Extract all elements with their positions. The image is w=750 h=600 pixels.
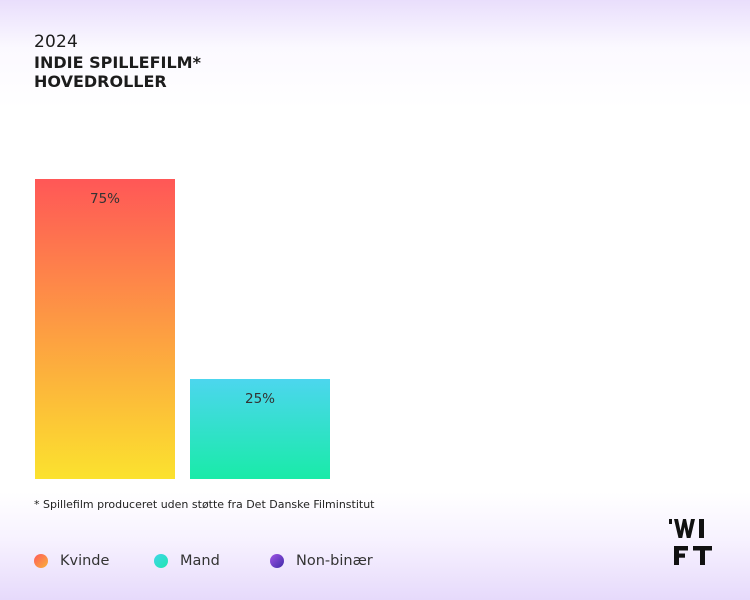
chart-title-line-2: HOVEDROLLER [34,72,167,91]
legend-item-kvinde: Kvinde [34,553,154,569]
legend-label-non-binaer: Non-binær [296,553,373,569]
legend-label-kvinde: Kvinde [60,553,110,569]
bar-mand [190,379,330,479]
legend-dot-mand [154,554,168,568]
footnote: * Spillefilm produceret uden støtte fra … [34,498,375,511]
bar-label-mand: 25% [245,391,275,407]
bar-label-kvinde: 75% [90,191,120,207]
legend-item-non-binaer: Non-binær [270,553,373,569]
legend-item-mand: Mand [154,553,270,569]
legend-dot-non-binaer [270,554,284,568]
chart-title-line-1: INDIE SPILLEFILM* [34,53,201,72]
wift-logo-icon [669,519,712,565]
legend-dot-kvinde [34,554,48,568]
chart-year: 2024 [34,32,79,52]
bar-kvinde [35,179,175,479]
chart-title: INDIE SPILLEFILM* HOVEDROLLER [34,53,201,91]
legend-label-mand: Mand [180,553,220,569]
legend: Kvinde Mand Non-binær [34,553,373,569]
